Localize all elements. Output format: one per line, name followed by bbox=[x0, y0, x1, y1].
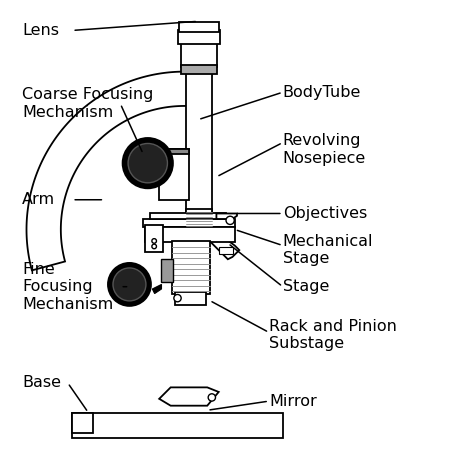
Text: Fine
Focusing
Mechanism: Fine Focusing Mechanism bbox=[22, 262, 113, 312]
Bar bbox=[219, 247, 233, 254]
Text: Stage: Stage bbox=[283, 279, 329, 294]
Text: Mechanical
Stage: Mechanical Stage bbox=[283, 234, 373, 266]
Polygon shape bbox=[159, 387, 219, 406]
Bar bbox=[181, 37, 217, 67]
Bar bbox=[72, 413, 283, 438]
Bar bbox=[159, 150, 189, 200]
Bar bbox=[159, 150, 189, 154]
Polygon shape bbox=[196, 227, 239, 259]
Bar bbox=[184, 226, 214, 232]
Polygon shape bbox=[27, 72, 212, 270]
Bar bbox=[143, 219, 235, 227]
Bar bbox=[175, 292, 206, 305]
Bar bbox=[178, 30, 219, 44]
Text: Lens: Lens bbox=[22, 23, 59, 38]
Bar bbox=[162, 259, 173, 282]
Bar bbox=[172, 241, 210, 294]
Circle shape bbox=[123, 138, 173, 188]
Bar bbox=[181, 65, 217, 74]
Text: Objectives: Objectives bbox=[283, 206, 367, 221]
Polygon shape bbox=[217, 213, 237, 219]
Circle shape bbox=[152, 239, 156, 243]
Bar bbox=[150, 213, 226, 219]
Polygon shape bbox=[186, 232, 192, 255]
Polygon shape bbox=[72, 413, 93, 433]
Circle shape bbox=[128, 144, 167, 183]
Circle shape bbox=[152, 244, 156, 249]
Bar bbox=[146, 227, 235, 242]
Bar bbox=[146, 225, 163, 252]
Text: Base: Base bbox=[22, 375, 61, 390]
Polygon shape bbox=[152, 285, 162, 294]
Circle shape bbox=[113, 268, 146, 301]
Text: Arm: Arm bbox=[22, 192, 55, 207]
Text: Revolving
Nosepiece: Revolving Nosepiece bbox=[283, 133, 366, 166]
Text: Rack and Pinion
Substage: Rack and Pinion Substage bbox=[269, 319, 397, 351]
Circle shape bbox=[226, 216, 234, 224]
Bar bbox=[179, 22, 219, 32]
Text: Coarse Focusing
Mechanism: Coarse Focusing Mechanism bbox=[22, 88, 153, 120]
Text: Mirror: Mirror bbox=[269, 394, 317, 409]
Circle shape bbox=[108, 263, 151, 306]
Bar bbox=[186, 209, 212, 227]
Circle shape bbox=[208, 394, 216, 401]
Circle shape bbox=[174, 295, 181, 302]
Text: BodyTube: BodyTube bbox=[283, 85, 361, 100]
Bar bbox=[186, 60, 212, 211]
